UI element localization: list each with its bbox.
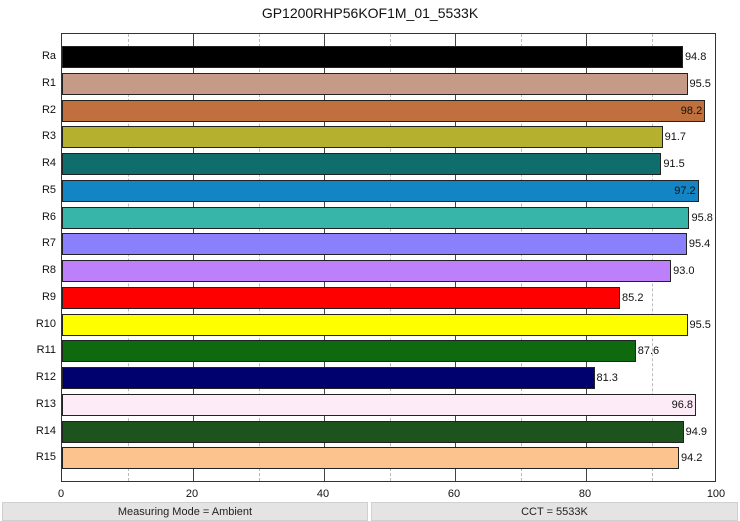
bar-r3 xyxy=(62,126,663,149)
value-label: 87.6 xyxy=(637,345,660,358)
category-label: Ra xyxy=(41,50,56,62)
bar-r9 xyxy=(62,286,621,309)
bar-r13 xyxy=(62,393,697,416)
category-label: R2 xyxy=(41,103,56,116)
major-gridline xyxy=(586,34,587,481)
category-label: R4 xyxy=(41,157,56,169)
measuring-mode-status: Measuring Mode = Ambient xyxy=(2,502,368,521)
x-tick-label: 0 xyxy=(57,488,65,500)
value-label: 95.5 xyxy=(689,318,711,331)
x-tick-label: 40 xyxy=(316,488,330,500)
category-label: R9 xyxy=(41,290,56,303)
category-label: R3 xyxy=(41,130,56,143)
bar-r5 xyxy=(62,179,699,202)
minor-gridline xyxy=(520,34,522,481)
bar-r10 xyxy=(62,313,688,336)
value-label: 93.0 xyxy=(673,265,695,277)
bar-r2 xyxy=(62,99,706,122)
category-label: R8 xyxy=(41,264,56,276)
category-label: R15 xyxy=(35,451,56,464)
chart-title: GP1200RHP56KOF1M_01_5533K xyxy=(261,5,479,21)
bar-ra xyxy=(62,46,683,68)
plot-area: 94.8 95.5 98.2 91.7 91.5 97.2 95.8 95.4 93.0 85.2… xyxy=(61,33,716,482)
bar-r4 xyxy=(62,153,662,175)
bar-r6 xyxy=(62,206,690,229)
cct-status: CCT = 5533K xyxy=(371,502,738,521)
category-label: R12 xyxy=(35,371,56,383)
bar-r1 xyxy=(62,72,688,95)
value-label: 94.2 xyxy=(681,452,703,465)
x-tick-label: 100 xyxy=(706,488,726,500)
x-tick-label: 20 xyxy=(185,488,199,500)
major-gridline xyxy=(455,34,456,481)
bar-r11 xyxy=(62,340,636,363)
minor-gridline xyxy=(651,34,653,481)
category-label: R1 xyxy=(41,76,56,89)
bar-r8 xyxy=(62,260,672,282)
minor-gridline xyxy=(258,34,260,481)
bar-r14 xyxy=(62,420,684,443)
value-label: 95.5 xyxy=(689,77,711,90)
bar-r12 xyxy=(62,367,595,389)
value-label: 91.7 xyxy=(664,131,687,144)
value-label: 94.9 xyxy=(685,425,708,438)
value-label: 81.3 xyxy=(596,372,618,384)
value-label: 91.5 xyxy=(663,158,685,170)
category-label: R7 xyxy=(41,237,56,250)
category-label: R10 xyxy=(35,317,56,330)
minor-gridline xyxy=(127,34,129,481)
category-label: R6 xyxy=(41,210,56,223)
major-gridline xyxy=(324,34,325,481)
value-label: 95.4 xyxy=(688,238,711,251)
value-label: 94.8 xyxy=(684,51,707,63)
x-tick-label: 80 xyxy=(578,488,592,500)
value-label: 85.2 xyxy=(622,291,644,304)
value-label: 96.8 xyxy=(671,398,694,411)
category-label: R14 xyxy=(35,424,56,437)
value-label: 97.2 xyxy=(674,184,696,197)
major-gridline xyxy=(193,34,194,481)
minor-gridline xyxy=(389,34,391,481)
bar-r7 xyxy=(62,233,687,256)
category-label: R5 xyxy=(41,183,56,196)
category-label: R11 xyxy=(36,344,56,357)
category-label: R13 xyxy=(35,397,56,410)
value-label: 98.2 xyxy=(680,104,703,117)
value-label: 95.8 xyxy=(691,211,713,224)
bar-r15 xyxy=(62,447,679,470)
x-tick-label: 60 xyxy=(447,488,461,500)
